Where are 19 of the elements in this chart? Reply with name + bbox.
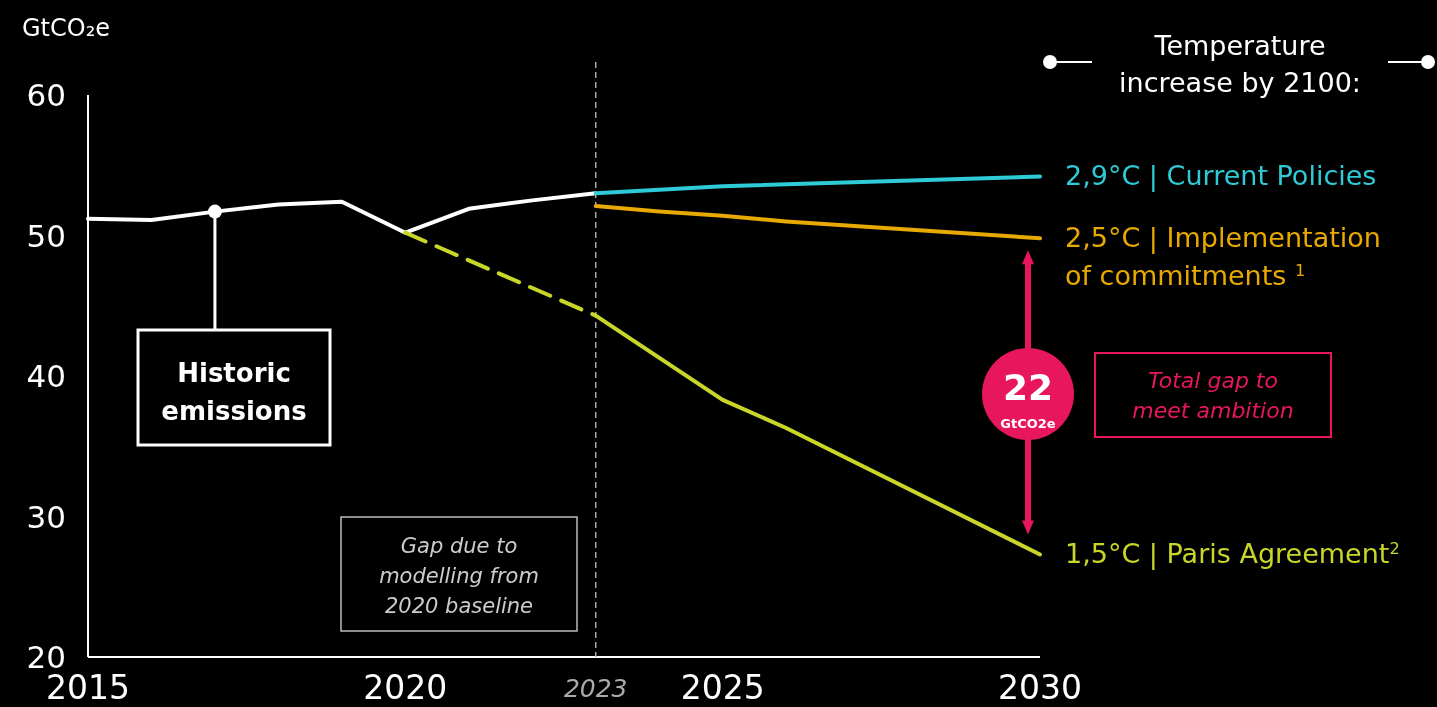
annotation: 22	[1002, 367, 1054, 408]
y-tick-label: 50	[26, 217, 66, 254]
line-series	[593, 204, 1042, 241]
y-tick-label: 30	[26, 498, 66, 535]
series-label: 2,5°C | Implementation of commitments $^{1}$	[1065, 222, 1381, 292]
y-tick-label: 60	[26, 77, 66, 113]
annotation: Gap due to modelling from 2020 baseline	[379, 534, 539, 618]
text: Total gap to meet ambition	[1132, 368, 1294, 423]
x-tick-label: 2020	[363, 668, 448, 707]
x-tick-label: 2025	[680, 668, 765, 707]
annotation: Historic emissions	[161, 358, 307, 426]
annotation: GtCO2e	[1000, 416, 1056, 431]
series-label: 1,5°C | Paris Agreement$^{2}$	[1065, 538, 1400, 571]
series-label: 2,9°C | Current Policies	[1065, 160, 1377, 193]
y-axis-title: GtCO₂e	[22, 14, 111, 42]
y-tick-label: 40	[26, 358, 66, 394]
ref-line-label: 2023	[563, 674, 628, 703]
x-tick-label: 2030	[998, 668, 1082, 707]
legend-title: Temperature increase by 2100:	[1119, 30, 1361, 98]
